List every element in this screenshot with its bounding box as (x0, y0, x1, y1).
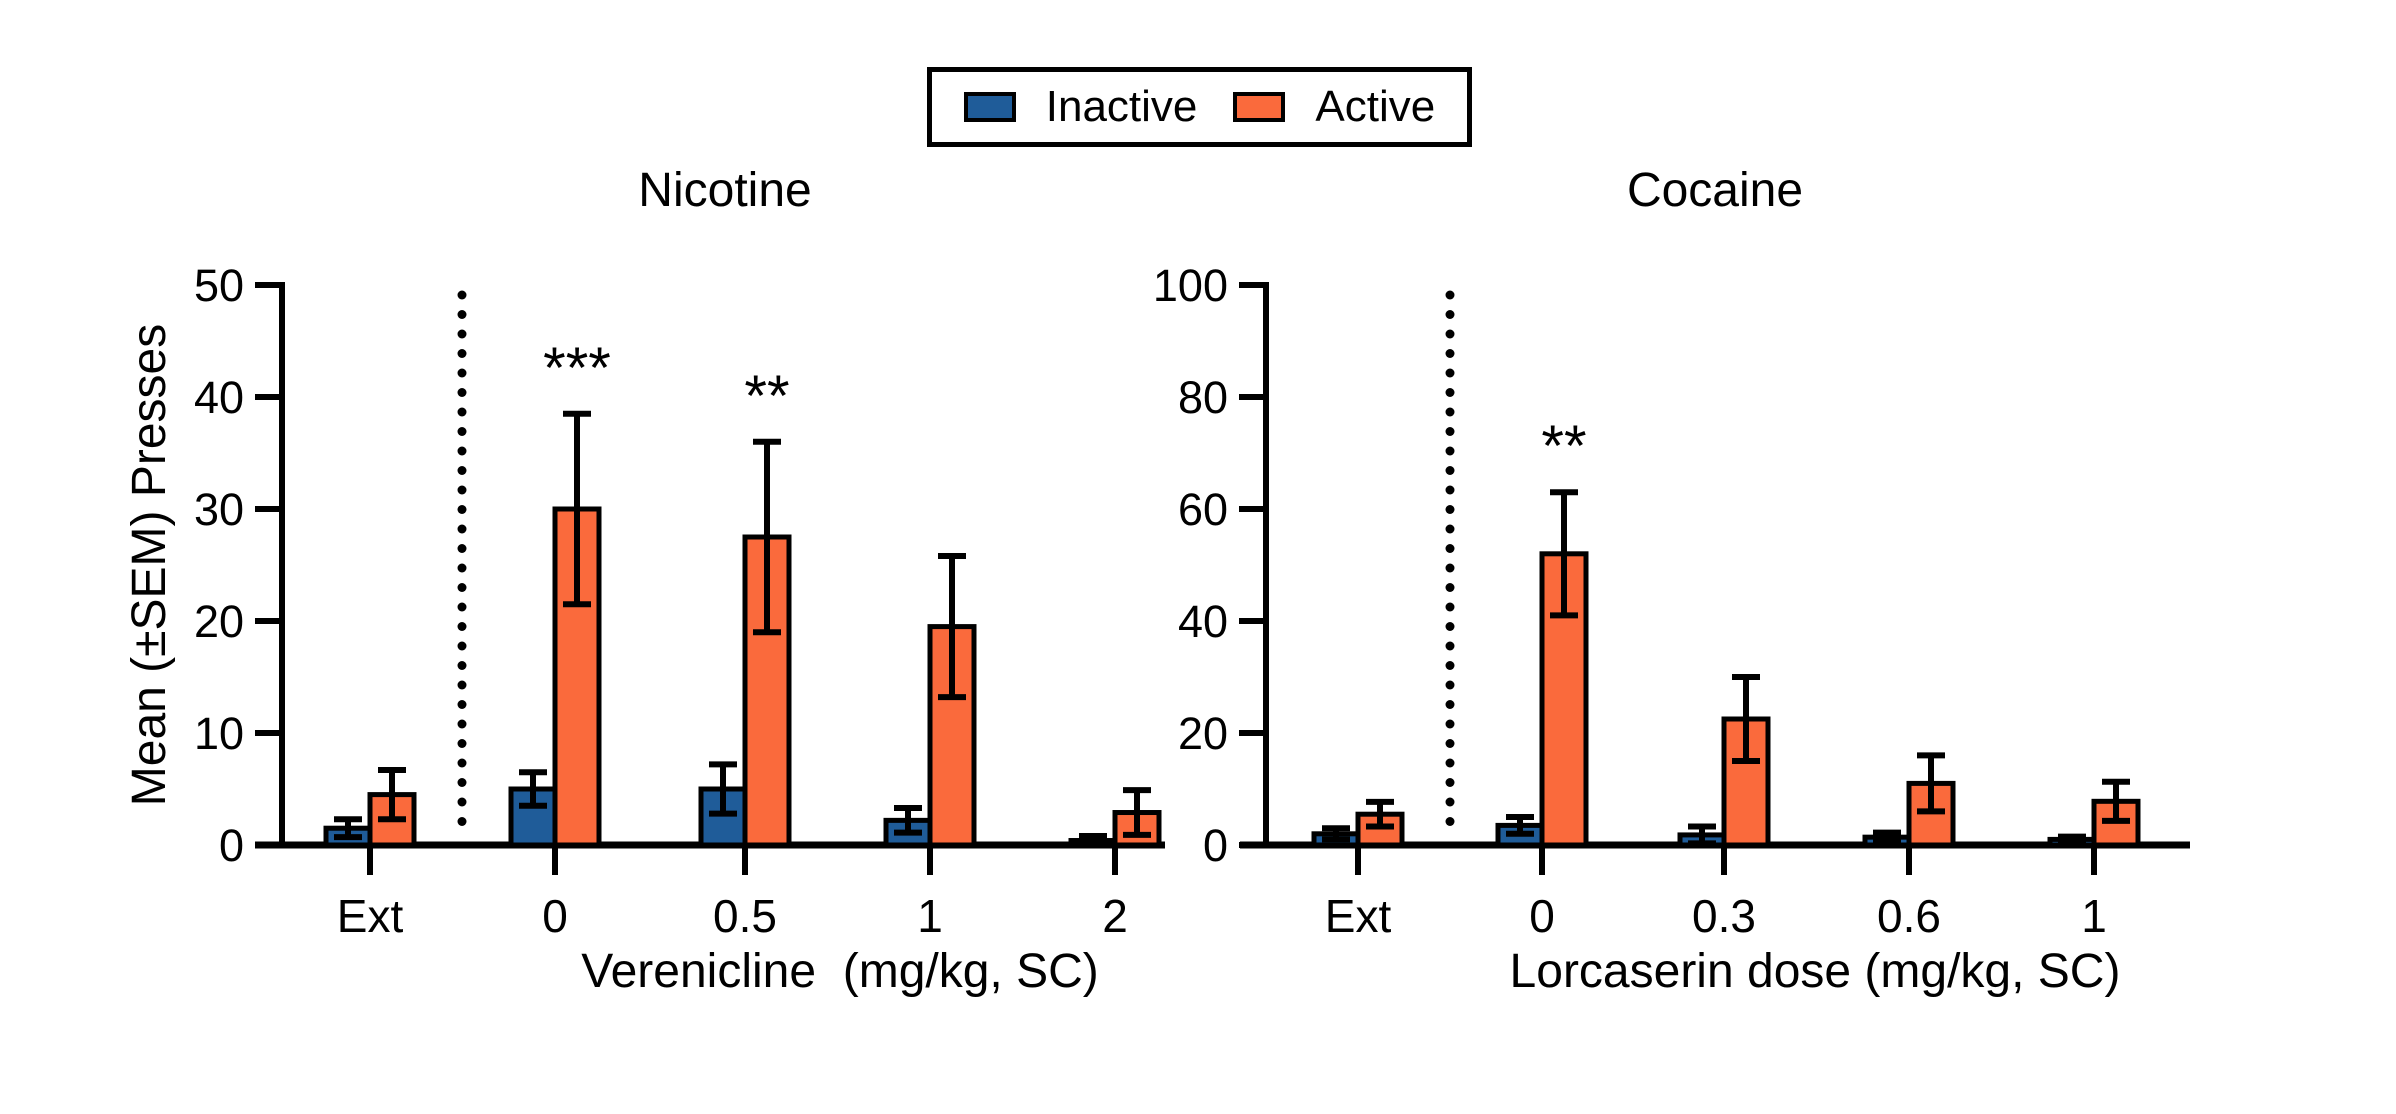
separator-dot (457, 407, 467, 417)
separator-dot (457, 505, 467, 514)
x-tick-label: 0 (1529, 890, 1555, 942)
y-tick-label: 40 (1178, 596, 1228, 647)
y-tick-label: 40 (194, 372, 244, 423)
x-axis-title-nicotine: Verenicline (mg/kg, SC) (581, 945, 1099, 998)
separator-dot (457, 622, 467, 631)
y-tick-label: 20 (1178, 708, 1228, 759)
separator-dot (1445, 778, 1455, 787)
separator-dot (1445, 368, 1455, 378)
separator-dot (1445, 466, 1455, 475)
x-tick-label: 0.3 (1692, 890, 1756, 942)
x-tick-label: 0.6 (1877, 890, 1941, 942)
separator-dot (457, 388, 467, 397)
separator-dot (1445, 797, 1455, 807)
separator-dot (457, 310, 467, 319)
separator-dot (457, 797, 467, 807)
panel-title-nicotine: Nicotine (638, 164, 812, 217)
separator-dot (1445, 505, 1455, 514)
separator-dot (457, 349, 467, 358)
significance-marker: *** (543, 336, 611, 401)
separator-dot (1445, 719, 1455, 729)
separator-dot (457, 446, 467, 456)
separator-dot (1445, 524, 1455, 534)
legend-label-active: Active (1315, 82, 1436, 131)
separator-dot (457, 602, 467, 612)
separator-dot (1445, 563, 1455, 573)
separator-dot (457, 368, 467, 378)
separator-dot (457, 680, 467, 690)
separator-dot (1445, 310, 1455, 319)
separator-dot (1445, 485, 1455, 495)
x-tick-label: 1 (2081, 890, 2107, 942)
separator-dot (457, 719, 467, 729)
separator-dot (1445, 602, 1455, 612)
separator-dot (457, 758, 467, 768)
y-tick-label: 10 (194, 708, 244, 759)
x-axis-title-cocaine: Lorcaserin dose (mg/kg, SC) (1509, 945, 2121, 998)
legend-swatch-inactive (963, 92, 1016, 122)
separator-dot (1445, 544, 1455, 553)
legend-label-inactive: Inactive (1045, 82, 1198, 131)
significance-marker: ** (1541, 414, 1586, 479)
legend-item-active: Active (1233, 85, 1435, 129)
legend: Inactive Active (927, 67, 1472, 147)
separator-dot (457, 817, 467, 826)
x-tick-label: Ext (1325, 890, 1392, 942)
panel-title-cocaine: Cocaine (1626, 164, 1804, 217)
y-tick-label: 0 (219, 820, 244, 871)
x-tick-label: 2 (1102, 890, 1128, 942)
separator-dot (457, 700, 467, 709)
x-tick-label: 0 (542, 890, 568, 942)
y-tick-label: 60 (1178, 484, 1228, 535)
x-tick-label: Ext (337, 890, 404, 942)
separator-dot (1445, 427, 1455, 436)
separator-dot (1445, 680, 1455, 690)
separator-dot (457, 641, 467, 651)
separator-dot (1445, 446, 1455, 456)
separator-dot (457, 485, 467, 495)
separator-dot (457, 739, 467, 748)
y-tick-label: 100 (1153, 260, 1228, 311)
separator-dot (1445, 290, 1455, 300)
separator-dot (1445, 661, 1455, 670)
y-tick-label: 50 (194, 260, 244, 311)
separator-dot (457, 329, 467, 339)
separator-dot (1445, 349, 1455, 358)
y-tick-label: 80 (1178, 372, 1228, 423)
separator-dot (1445, 817, 1455, 826)
separator-dot (1445, 739, 1455, 748)
separator-dot (457, 524, 467, 534)
separator-dot (1445, 583, 1455, 592)
x-tick-label: 1 (917, 890, 943, 942)
separator-dot (457, 778, 467, 787)
y-tick-label: 30 (194, 484, 244, 535)
separator-dot (1445, 700, 1455, 709)
legend-item-inactive: Inactive (963, 82, 1198, 131)
separator-dot (457, 466, 467, 475)
separator-dot (457, 427, 467, 436)
separator-dot (1445, 329, 1455, 339)
separator-dot (457, 661, 467, 670)
separator-dot (457, 544, 467, 553)
y-tick-label: 0 (1203, 820, 1228, 871)
separator-dot (457, 583, 467, 592)
separator-dot (457, 290, 467, 300)
separator-dot (1445, 641, 1455, 651)
x-tick-label: 0.5 (713, 890, 777, 942)
separator-dot (1445, 758, 1455, 768)
legend-swatch-active (1233, 92, 1286, 122)
y-tick-label: 20 (194, 596, 244, 647)
separator-dot (457, 563, 467, 573)
separator-dot (1445, 622, 1455, 631)
separator-dot (1445, 407, 1455, 417)
significance-marker: ** (744, 364, 789, 429)
separator-dot (1445, 388, 1455, 397)
